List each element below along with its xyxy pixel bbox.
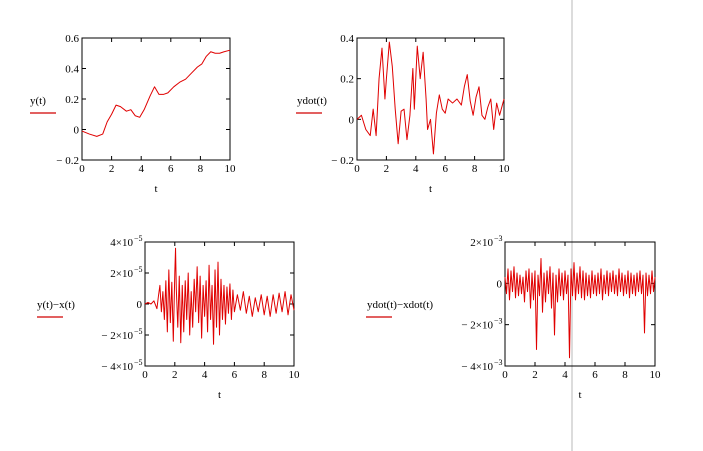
x-tick-label: 4 <box>202 369 208 381</box>
x-tick-label: 6 <box>592 369 598 381</box>
y-tick-label: 0.2 <box>65 94 79 106</box>
x-tick-label: 8 <box>472 163 478 175</box>
x-tick-label: 0 <box>142 369 148 381</box>
x-tick-label: 8 <box>198 163 204 175</box>
plot-frame <box>504 241 656 367</box>
y-tick-label: − 4×10 <box>461 361 493 373</box>
x-tick-label: 10 <box>289 369 301 381</box>
series-trace-1 <box>356 41 505 155</box>
chart-3[interactable]: 0 2 4 6 8 10− 4×10 −5− 2×10 −502×10 −54×10 −5ty(t… <box>37 234 300 401</box>
x-tick-label: 2 <box>109 163 115 175</box>
chart-4[interactable]: 0 2 4 6 8 10− 4×10 −3− 2×10 −302×10 −3tydot(t)−x… <box>366 234 661 401</box>
x-tick-label: 10 <box>225 163 237 175</box>
x-axis-label: t <box>154 183 157 195</box>
y-tick-exponent: −3 <box>494 317 503 326</box>
x-axis-label: t <box>578 389 581 401</box>
y-tick-label: 4×10 <box>110 237 133 249</box>
x-tick-label: 2 <box>172 369 178 381</box>
x-tick-label: 6 <box>168 163 174 175</box>
chart-1[interactable]: 0 2 4 6 8 10− 0.200.20.40.6ty(t) <box>30 33 236 195</box>
y-tick-label: 0 <box>74 125 80 137</box>
y-tick-exponent: −5 <box>134 234 143 243</box>
series-trace-1 <box>81 49 231 137</box>
y-tick-label: 0.2 <box>340 74 354 86</box>
plot-frame <box>81 37 231 161</box>
y-tick-label: 0.6 <box>65 33 79 45</box>
y-axis-label[interactable]: y(t)−x(t) <box>37 299 75 311</box>
y-tick-label: 2×10 <box>470 237 493 249</box>
x-tick-label: 8 <box>261 369 267 381</box>
x-tick-label: 6 <box>232 369 238 381</box>
x-axis-label: t <box>218 389 221 401</box>
y-tick-label: 0 <box>137 299 143 311</box>
y-tick-label: − 4×10 <box>101 361 133 373</box>
x-tick-label: 10 <box>499 163 511 175</box>
x-axis-label: t <box>429 183 432 195</box>
x-tick-label: 4 <box>562 369 568 381</box>
x-tick-label: 10 <box>650 369 662 381</box>
y-tick-label: 2×10 <box>110 268 133 280</box>
y-tick-exponent: −3 <box>494 358 503 367</box>
x-tick-label: 2 <box>532 369 538 381</box>
y-tick-label: 0 <box>497 278 503 290</box>
y-tick-label: − 2×10 <box>101 330 133 342</box>
y-tick-exponent: −5 <box>134 358 143 367</box>
y-tick-exponent: −5 <box>134 327 143 336</box>
x-tick-label: 2 <box>384 163 390 175</box>
y-axis-label[interactable]: y(t) <box>30 95 46 107</box>
y-tick-label: − 0.2 <box>56 155 79 167</box>
plot-frame <box>356 37 505 161</box>
x-tick-label: 0 <box>354 163 360 175</box>
y-tick-label: 0.4 <box>340 33 354 45</box>
y-tick-exponent: −5 <box>134 265 143 274</box>
y-tick-label: − 0.2 <box>331 155 354 167</box>
x-tick-label: 0 <box>502 369 508 381</box>
y-tick-label: 0.4 <box>65 64 79 76</box>
y-axis-label[interactable]: ydot(t) <box>297 95 327 107</box>
y-tick-label: − 2×10 <box>461 320 493 332</box>
series-trace-1 <box>504 258 656 359</box>
x-tick-label: 4 <box>413 163 419 175</box>
series-trace-1 <box>144 247 295 345</box>
y-tick-exponent: −3 <box>494 234 503 243</box>
y-tick-label: 0 <box>349 114 355 126</box>
x-tick-label: 6 <box>442 163 448 175</box>
x-tick-label: 4 <box>138 163 144 175</box>
y-axis-label[interactable]: ydot(t)−xdot(t) <box>367 299 433 311</box>
x-tick-label: 8 <box>622 369 628 381</box>
x-tick-label: 0 <box>79 163 85 175</box>
